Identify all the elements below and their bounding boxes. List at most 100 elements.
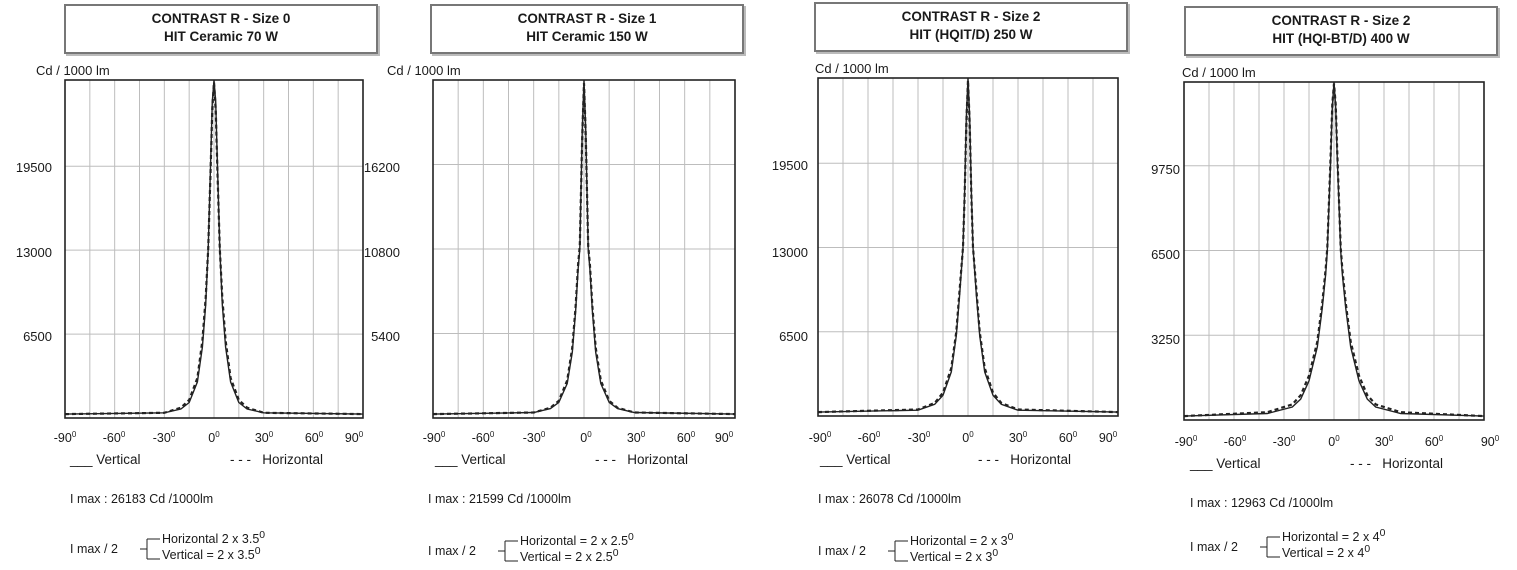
x-tick-label: 00 — [208, 430, 220, 446]
x-tick-label: 300 — [626, 430, 646, 446]
half-horizontal: Horizontal 2 x 3.50 — [162, 530, 266, 547]
x-tick-label: -300 — [152, 430, 176, 446]
chart-svg — [432, 79, 736, 419]
x-tick-label: -300 — [522, 430, 546, 446]
x-tick-label: 00 — [580, 430, 592, 446]
half-vertical: Vertical = 2 x 2.50 — [520, 548, 619, 565]
x-tick-label: 600 — [1058, 430, 1078, 446]
x-tick-label: -600 — [857, 430, 881, 446]
series-line-horizontal — [817, 80, 1119, 414]
half-vertical: Vertical = 2 x 30 — [910, 548, 999, 565]
chart-title-box: CONTRAST R - Size 0 HIT Ceramic 70 W — [64, 4, 378, 54]
bracket-icon — [1260, 536, 1280, 558]
half-horizontal: Horizontal = 2 x 40 — [1282, 528, 1386, 545]
chart-title-box: CONTRAST R - Size 2 HIT (HQIT/D) 250 W — [814, 2, 1128, 52]
legend-horizontal: - - - Horizontal — [595, 452, 689, 467]
x-tick-label: 600 — [676, 430, 696, 446]
series-line-vertical — [1183, 81, 1485, 417]
x-tick-label: -600 — [1223, 434, 1247, 450]
half-label: I max / 2 — [70, 542, 118, 556]
x-tick-label: -900 — [1174, 434, 1198, 450]
x-tick-label: -900 — [422, 430, 446, 446]
y-axis-label: Cd / 1000 lm — [815, 61, 889, 76]
half-label: I max / 2 — [818, 544, 866, 558]
x-tick-label: 00 — [1328, 434, 1340, 450]
chart-title: CONTRAST R - Size 0 — [151, 11, 291, 26]
chart-svg — [817, 77, 1119, 417]
x-tick-label: -300 — [1272, 434, 1296, 450]
half-intensity-block: I max / 2 Horizontal = 2 x 40 Vertical =… — [1190, 528, 1490, 566]
y-tick-label: 16200 — [363, 160, 400, 175]
x-tick-label: 00 — [962, 430, 974, 446]
x-tick-label: 900 — [714, 430, 734, 446]
chart-subtitle: HIT (HQIT/D) 250 W — [909, 27, 1033, 42]
chart-svg — [64, 79, 364, 419]
legend-horizontal: - - - Horizontal — [978, 452, 1072, 467]
chart-subtitle: HIT (HQI-BT/D) 400 W — [1272, 31, 1410, 46]
y-tick-label: 6500 — [23, 329, 52, 344]
chart-subtitle: HIT Ceramic 70 W — [163, 29, 279, 44]
imax-text: I max : 12963 Cd /1000lm — [1190, 496, 1334, 510]
y-tick-label: 6500 — [1151, 247, 1180, 262]
series-line-horizontal — [432, 83, 736, 416]
y-axis-label: Cd / 1000 lm — [387, 63, 461, 78]
y-tick-label: 6500 — [779, 329, 808, 344]
chart-panel: CONTRAST R - Size 1 HIT Ceramic 150 W Cd… — [364, 0, 744, 570]
chart-panel: CONTRAST R - Size 2 HIT (HQIT/D) 250 W C… — [760, 0, 1130, 569]
y-tick-label: 5400 — [371, 329, 400, 344]
legend-vertical: ___ Vertical — [70, 452, 141, 467]
half-label: I max / 2 — [428, 544, 476, 558]
y-tick-label: 19500 — [15, 160, 52, 175]
y-tick-label: 19500 — [771, 158, 808, 173]
chart-title-box: CONTRAST R - Size 1 HIT Ceramic 150 W — [430, 4, 744, 54]
chart-title: CONTRAST R - Size 2 — [901, 9, 1041, 24]
chart-panel: CONTRAST R - Size 0 HIT Ceramic 70 W Cd … — [0, 0, 378, 569]
y-tick-label: 13000 — [771, 245, 808, 260]
series-line-horizontal — [1183, 83, 1485, 418]
chart-svg — [1183, 81, 1485, 421]
bracket-icon — [140, 538, 160, 560]
chart-title: CONTRAST R - Size 2 — [1271, 13, 1411, 28]
y-tick-label: 10800 — [363, 245, 400, 260]
x-tick-label: 300 — [254, 430, 274, 446]
chart-title: CONTRAST R - Size 1 — [517, 11, 657, 26]
half-intensity-block: I max / 2 Horizontal = 2 x 30 Vertical =… — [818, 532, 1108, 570]
x-tick-label: 600 — [1424, 434, 1444, 450]
legend-horizontal: - - - Horizontal — [1350, 456, 1444, 471]
y-tick-label: 13000 — [15, 245, 52, 260]
half-vertical: Vertical = 2 x 3.50 — [162, 546, 261, 563]
imax-text: I max : 26183 Cd /1000lm — [70, 492, 214, 506]
legend-vertical: ___ Vertical — [820, 452, 891, 467]
x-tick-label: 900 — [344, 430, 364, 446]
y-axis-label: Cd / 1000 lm — [36, 63, 110, 78]
chart-panel: CONTRAST R - Size 2 HIT (HQI-BT/D) 400 W… — [1140, 0, 1510, 569]
chart-subtitle: HIT Ceramic 150 W — [526, 29, 648, 44]
chart-title-box: CONTRAST R - Size 2 HIT (HQI-BT/D) 400 W — [1184, 6, 1498, 56]
x-tick-label: -600 — [471, 430, 495, 446]
x-tick-label: -600 — [102, 430, 126, 446]
y-tick-label: 3250 — [1151, 332, 1180, 347]
x-tick-label: -900 — [53, 430, 77, 446]
imax-text: I max : 26078 Cd /1000lm — [818, 492, 962, 506]
half-label: I max / 2 — [1190, 540, 1238, 554]
legend-vertical: ___ Vertical — [435, 452, 506, 467]
legend-horizontal: - - - Horizontal — [230, 452, 324, 467]
bracket-icon — [498, 540, 518, 562]
half-horizontal: Horizontal = 2 x 2.50 — [520, 532, 634, 549]
y-axis-label: Cd / 1000 lm — [1182, 65, 1256, 80]
bracket-icon — [888, 540, 908, 562]
x-tick-label: 900 — [1480, 434, 1500, 450]
y-tick-label: 9750 — [1151, 162, 1180, 177]
x-tick-label: -300 — [907, 430, 931, 446]
half-intensity-block: I max / 2 Horizontal = 2 x 2.50 Vertical… — [428, 532, 728, 570]
x-tick-label: 600 — [304, 430, 324, 446]
x-tick-label: 300 — [1374, 434, 1394, 450]
imax-text: I max : 21599 Cd /1000lm — [428, 492, 572, 506]
half-intensity-block: I max / 2 Horizontal 2 x 3.50 Vertical =… — [70, 530, 360, 568]
legend-vertical: ___ Vertical — [1190, 456, 1261, 471]
x-tick-label: -900 — [808, 430, 832, 446]
series-line-horizontal — [64, 82, 364, 416]
half-horizontal: Horizontal = 2 x 30 — [910, 532, 1014, 549]
half-vertical: Vertical = 2 x 40 — [1282, 544, 1371, 561]
x-tick-label: 900 — [1098, 430, 1118, 446]
